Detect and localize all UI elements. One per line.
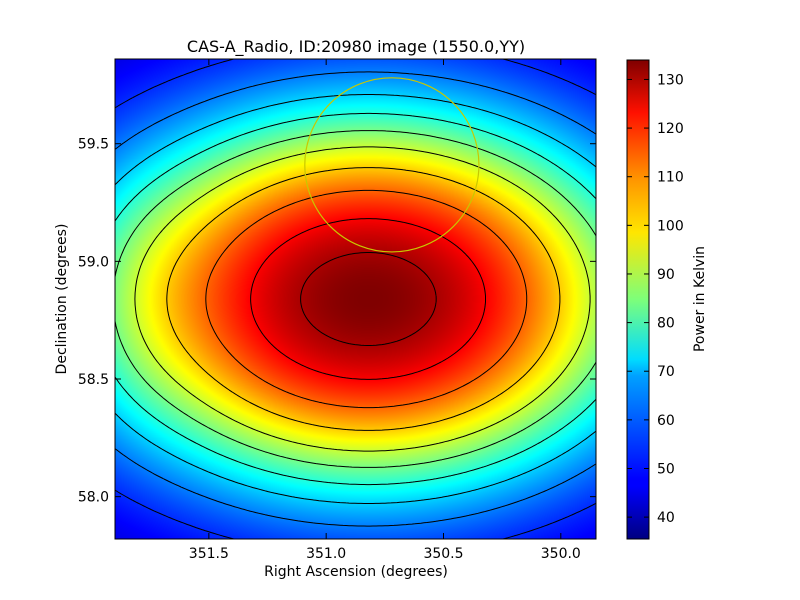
colorbar: 40 50 60 70 80 90 100 110 120 130	[626, 59, 684, 540]
y-axis-label: Declination (degrees)	[54, 224, 70, 375]
colorbar-label: Power in Kelvin	[692, 246, 708, 352]
x-tick-label: 350.5	[423, 546, 463, 562]
contour-level-4	[115, 94, 596, 504]
colorbar-tick-label: 80	[657, 316, 675, 332]
colorbar-ticks: 40 50 60 70 80 90 100 110 120 130	[627, 72, 684, 526]
colorbar-tick-label: 100	[657, 218, 684, 234]
y-tick-label: 59.0	[78, 254, 109, 270]
plot-frame	[114, 58, 597, 540]
contour-level-2	[115, 59, 596, 539]
contour-lines	[115, 59, 596, 539]
colorbar-tick-label: 50	[657, 461, 675, 477]
colorbar-tick-label: 40	[657, 510, 675, 526]
x-axis: 351.5 351.0 350.5 350.0	[189, 59, 581, 562]
colorbar-frame	[626, 59, 650, 540]
contour-level-11	[300, 252, 437, 346]
colorbar-tick-label: 120	[657, 121, 684, 137]
y-tick-label: 58.5	[78, 372, 109, 388]
chart-title: CAS-A_Radio, ID:20980 image (1550.0,YY)	[187, 37, 525, 57]
x-tick-label: 350.0	[541, 546, 581, 562]
contour-level-3	[115, 71, 596, 527]
heatmap-field	[115, 59, 596, 539]
contour-level-9	[205, 189, 528, 409]
colorbar-tick-label: 130	[657, 72, 684, 88]
y-tick-label: 59.5	[78, 137, 109, 153]
contour-level-8	[166, 167, 561, 431]
contour-level-10	[250, 218, 486, 380]
colorbar-tick-label: 70	[657, 364, 675, 380]
colorbar-tick-label: 60	[657, 413, 675, 429]
plot-area: 351.5 351.0 350.5 350.0 58.0 58.5 59.0 59.5	[78, 58, 597, 562]
contour-level-5	[115, 112, 596, 486]
y-tick-label: 58.0	[78, 490, 109, 506]
x-tick-label: 351.0	[306, 546, 346, 562]
source-circle	[304, 77, 480, 253]
contour-level-6	[115, 130, 596, 468]
contour-level-7	[134, 146, 591, 452]
colorbar-gradient	[627, 60, 649, 539]
x-axis-label: Right Ascension (degrees)	[264, 564, 448, 580]
colorbar-tick-label: 110	[657, 170, 684, 186]
x-tick-label: 351.5	[189, 546, 229, 562]
colorbar-tick-label: 90	[657, 267, 675, 283]
y-axis: 58.0 58.5 59.0 59.5	[78, 137, 596, 506]
